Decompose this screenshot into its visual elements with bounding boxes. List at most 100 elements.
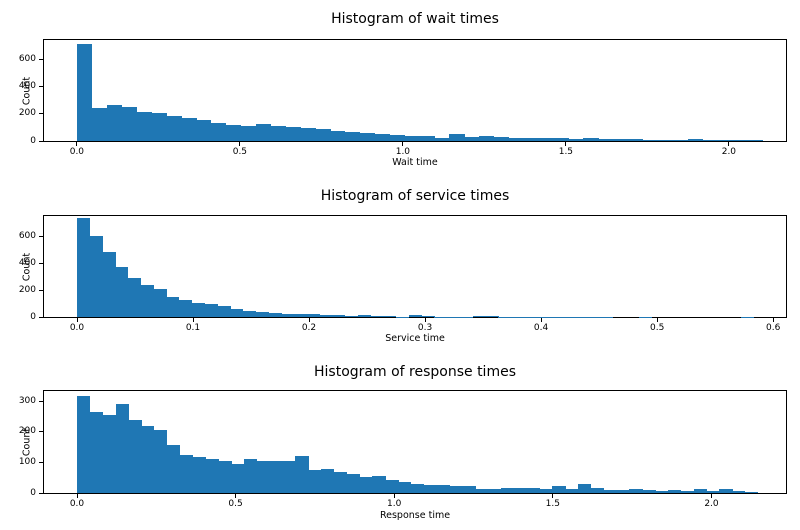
y-tick-mark	[39, 316, 43, 318]
histogram-bar	[565, 489, 579, 493]
histogram-bar	[398, 481, 412, 493]
histogram-bar	[154, 430, 168, 493]
histogram-bar	[687, 139, 704, 141]
histogram-bar	[552, 486, 566, 493]
y-tick-label: 200	[18, 426, 36, 437]
x-tick-mark	[393, 494, 395, 498]
histogram-bar	[128, 278, 142, 317]
histogram-bar	[293, 314, 308, 317]
histogram-bar	[211, 122, 227, 141]
histogram-bar	[217, 306, 231, 317]
histogram-bar	[166, 115, 182, 141]
y-tick-mark	[39, 113, 43, 115]
histogram-bar	[411, 483, 425, 493]
histogram-bar	[141, 425, 155, 493]
histogram-bar	[115, 266, 129, 317]
y-tick-mark	[39, 492, 43, 494]
histogram-bar	[485, 316, 499, 317]
y-tick-label: 600	[18, 53, 36, 64]
histogram-bar	[192, 457, 206, 493]
y-tick-label: 200	[18, 284, 36, 295]
x-tick-mark	[76, 318, 78, 322]
y-tick-mark	[39, 236, 43, 238]
histogram-bar	[526, 488, 540, 493]
histogram-bar	[643, 139, 659, 141]
histogram-bar	[121, 107, 137, 141]
y-tick-mark	[39, 263, 43, 265]
histogram-bar	[345, 315, 359, 317]
histogram-bar	[136, 111, 152, 141]
histogram-bar	[680, 491, 695, 493]
x-tick-label: 0.6	[766, 323, 781, 333]
x-tick-label: 0.4	[533, 323, 549, 333]
x-tick-mark	[76, 494, 78, 498]
histogram-bar	[321, 469, 335, 493]
histogram-bar	[76, 395, 91, 493]
y-tick-mark	[39, 58, 43, 60]
y-tick-label: 200	[18, 108, 36, 119]
x-axis-label: Service time	[385, 333, 445, 344]
x-tick-label: 0.0	[69, 323, 85, 333]
histogram-bar	[745, 492, 759, 493]
histogram-bar	[282, 461, 296, 493]
x-tick-label: 1.5	[558, 147, 574, 157]
y-tick-label: 400	[18, 258, 36, 269]
histogram-bar	[419, 136, 435, 141]
x-tick-label: 2.0	[721, 147, 737, 157]
histogram-bar	[494, 137, 510, 141]
histogram-bar	[225, 125, 242, 141]
histogram-bar	[436, 485, 450, 493]
histogram-bar	[360, 132, 376, 141]
histogram-bar	[281, 313, 295, 317]
y-tick-mark	[39, 85, 43, 87]
histogram-bar	[102, 251, 116, 317]
histogram-bar	[539, 489, 553, 493]
x-tick-label: 0.3	[417, 323, 433, 333]
plot-area	[43, 215, 787, 318]
y-tick-label: 0	[30, 487, 36, 498]
histogram-bar	[629, 489, 643, 493]
histogram-bar	[300, 128, 316, 141]
histogram-bar	[408, 315, 422, 317]
x-tick-mark	[728, 142, 730, 146]
y-tick-mark	[39, 431, 43, 433]
histogram-bar	[598, 138, 614, 141]
histogram-bar	[191, 302, 205, 317]
x-tick-label: 1.0	[387, 499, 402, 509]
x-tick-mark	[711, 494, 712, 498]
histogram-bar	[421, 315, 435, 317]
histogram-bar	[106, 105, 123, 141]
histogram-bar	[153, 289, 167, 317]
histogram-bar	[166, 445, 181, 493]
histogram-bar	[464, 137, 480, 141]
x-tick-mark	[402, 142, 404, 146]
histogram-bar	[603, 490, 617, 493]
y-tick-mark	[39, 289, 43, 291]
histogram-bar	[76, 218, 91, 317]
x-tick-mark	[308, 318, 310, 322]
y-axis-label: Count	[21, 76, 33, 105]
chart-title: Histogram of service times	[320, 188, 510, 204]
x-tick-mark	[540, 318, 542, 322]
histogram-bar	[475, 489, 489, 493]
plot-area	[43, 39, 787, 142]
x-tick-label: 0.5	[650, 323, 665, 333]
histogram-bar	[102, 414, 116, 493]
chart-title: Histogram of wait times	[331, 11, 499, 27]
histogram-bar	[345, 131, 361, 141]
histogram-bar	[306, 314, 320, 317]
histogram-bar	[179, 454, 194, 493]
histogram-bar	[181, 117, 197, 141]
histogram-bar	[330, 130, 346, 141]
x-tick-label: 0.0	[69, 147, 85, 157]
y-tick-mark	[39, 140, 43, 142]
x-tick-mark	[772, 318, 774, 322]
histogram-bar	[315, 129, 331, 141]
histogram-bar	[128, 420, 142, 493]
histogram-bar	[89, 412, 104, 493]
histogram-bar	[76, 43, 93, 141]
histogram-bar	[205, 459, 219, 493]
histogram-bar	[423, 485, 438, 493]
histogram-bar	[385, 479, 399, 493]
